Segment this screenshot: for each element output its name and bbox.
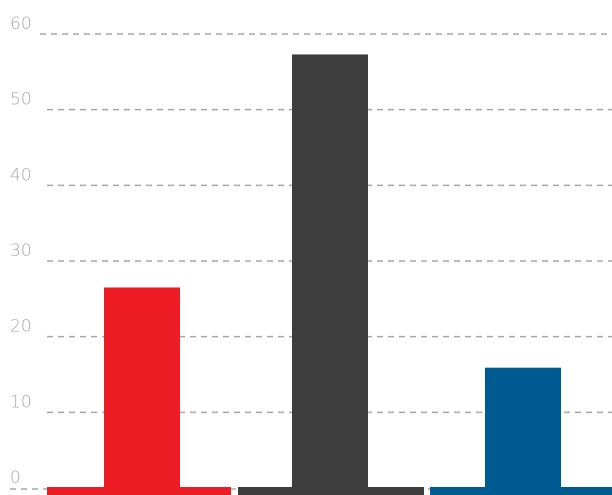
y-tick-label-20: 20 [10, 317, 32, 337]
y-tick-label-40: 40 [10, 165, 32, 185]
category-strip-3 [430, 487, 612, 495]
bar-2 [292, 54, 368, 489]
y-tick-label-0: 0 [10, 468, 21, 488]
bar-1 [104, 287, 180, 488]
y-tick-label-50: 50 [10, 90, 32, 110]
category-strip-2 [238, 487, 424, 495]
y-tick-label-10: 10 [10, 392, 32, 412]
y-tick-label-60: 60 [10, 14, 32, 34]
category-base-strips [47, 487, 612, 495]
y-axis-tick-labels: 0 10 20 30 40 50 60 [10, 14, 32, 488]
bar-3 [485, 367, 561, 488]
bars [104, 54, 561, 489]
y-tick-label-30: 30 [10, 241, 32, 261]
category-strip-1 [47, 487, 231, 495]
